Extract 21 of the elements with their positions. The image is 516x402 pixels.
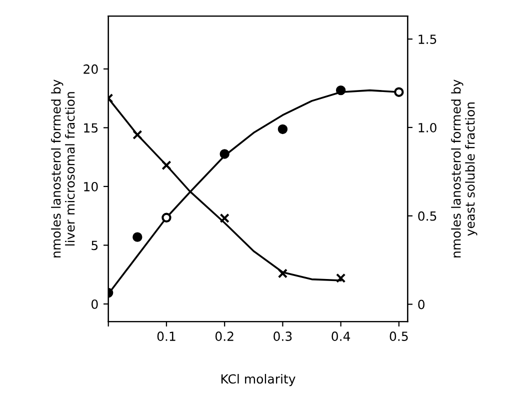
y-tick-label: 15: [84, 123, 98, 133]
y2-tick-label: 0: [418, 300, 424, 310]
point: [162, 160, 172, 170]
x-tick-label: 0.2: [215, 332, 234, 341]
x-tick-label: 0.5: [390, 332, 408, 341]
point: [132, 130, 142, 140]
point: [278, 268, 288, 278]
y-tick-label: 10: [84, 182, 98, 192]
y2-tick-label: 1.5: [418, 34, 436, 44]
x-tick-label: 0.3: [274, 332, 292, 341]
point: [220, 213, 230, 224]
x-tick-label: 0.4: [332, 332, 350, 341]
y2-tick-label: 1.0: [418, 122, 436, 132]
y2-tick-label: 0.5: [418, 211, 436, 221]
x-axis-title: KCl molarity: [221, 374, 296, 386]
y-tick-label: 0: [92, 299, 98, 309]
x-tick-label: 0.1: [157, 332, 176, 341]
y-tick-label: 20: [84, 64, 98, 74]
y2-axis-title: nmoles lanosterol formed by yeast soluble fraction: [451, 80, 478, 258]
y-axis-title: nmoles lanosterol formed by liver microsomal fraction: [51, 80, 75, 258]
y-tick-label: 5: [92, 240, 98, 250]
